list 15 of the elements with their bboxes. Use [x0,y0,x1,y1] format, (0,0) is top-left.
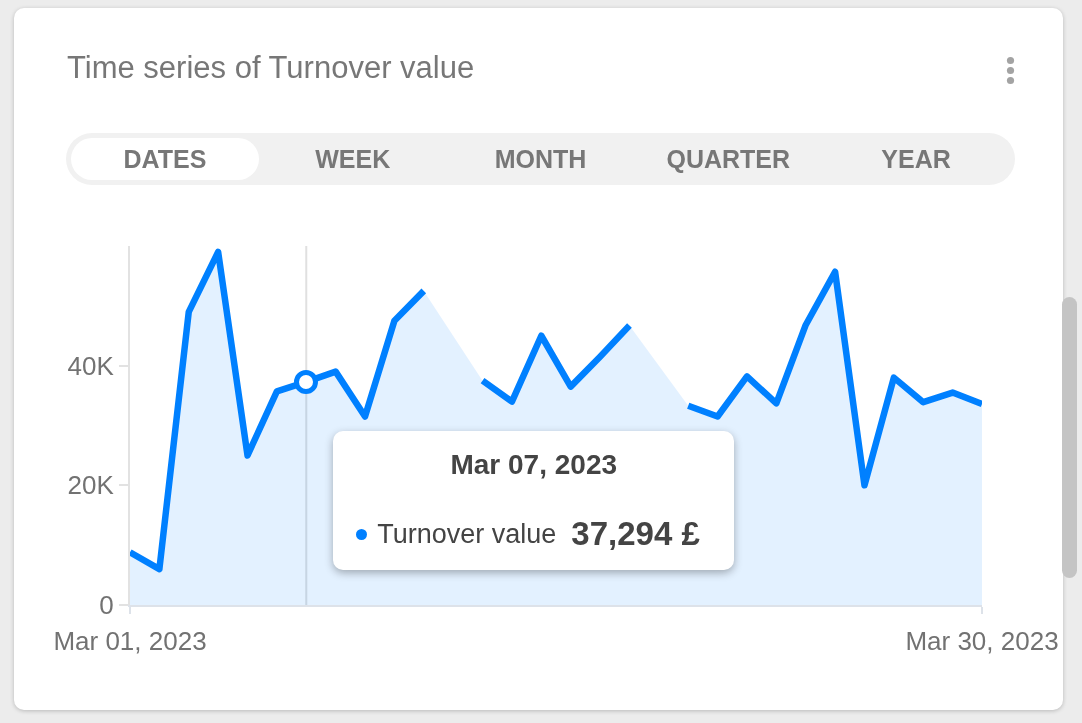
tooltip: Mar 07, 2023 Turnover value 37,294 £ [333,430,735,570]
tab-label: YEAR [881,144,951,174]
chart-title: Time series of Turnover value [67,50,475,86]
x-tick-label: Mar 30, 2023 [905,626,1059,657]
y-tick-label: 0 [99,590,114,621]
legend-label: Turnover value [377,518,557,550]
x-tick-label: Mar 01, 2023 [53,626,207,657]
y-tick-label: 40K [67,350,115,381]
y-tick-label: 20K [67,470,115,501]
tab-label: WEEK [315,144,391,174]
tab-label: DATES [123,144,207,174]
annotation: Mar 07, 2023 [450,448,618,481]
tab-label: MONTH [494,144,587,174]
tab-label: QUARTER [666,144,791,174]
annotation: 37,294 £ [571,515,700,554]
